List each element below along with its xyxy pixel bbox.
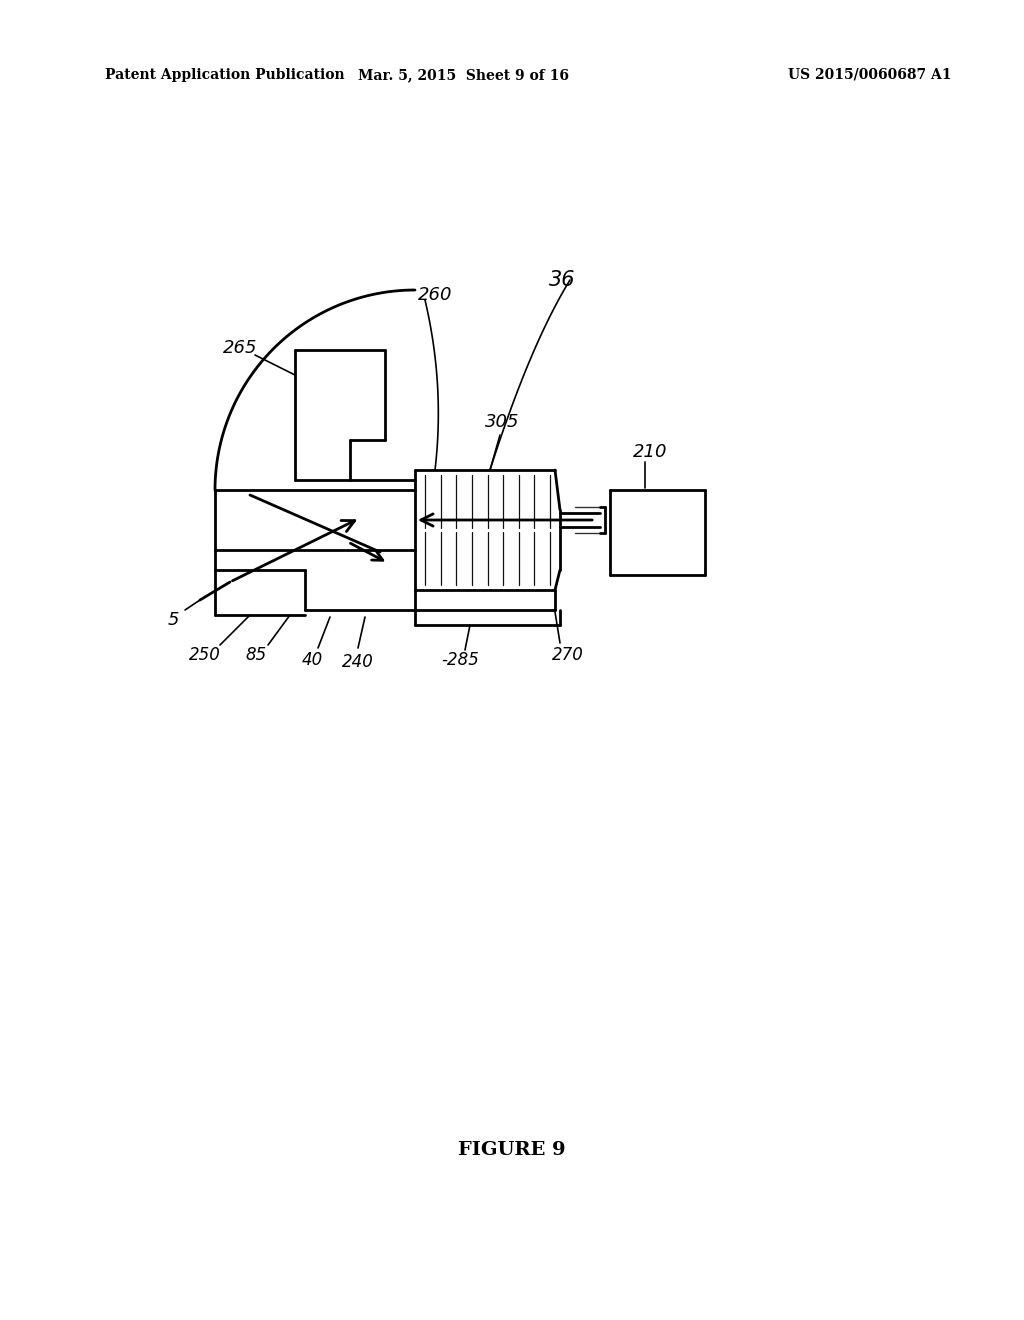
- Text: 305: 305: [484, 413, 519, 432]
- Text: 210: 210: [633, 444, 668, 461]
- Text: 40: 40: [301, 651, 323, 669]
- Text: 5: 5: [167, 611, 179, 630]
- Text: 270: 270: [552, 645, 584, 664]
- Text: FIGURE 9: FIGURE 9: [458, 1140, 566, 1159]
- Text: Mar. 5, 2015  Sheet 9 of 16: Mar. 5, 2015 Sheet 9 of 16: [357, 69, 568, 82]
- Text: 240: 240: [342, 653, 374, 671]
- Text: 85: 85: [246, 645, 266, 664]
- Text: US 2015/0060687 A1: US 2015/0060687 A1: [788, 69, 951, 82]
- Text: 250: 250: [189, 645, 221, 664]
- Text: Patent Application Publication: Patent Application Publication: [105, 69, 345, 82]
- Text: 260: 260: [418, 286, 453, 304]
- Text: 36: 36: [549, 271, 575, 290]
- Text: -285: -285: [441, 651, 479, 669]
- Text: 265: 265: [223, 339, 257, 356]
